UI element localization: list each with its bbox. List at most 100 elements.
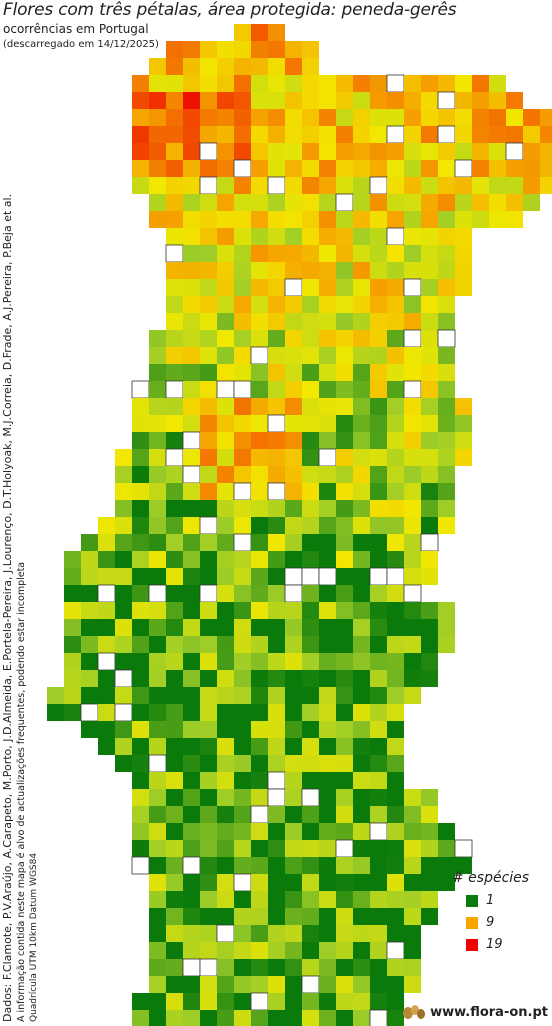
grid-cell [200,687,217,704]
grid-cell [166,432,183,449]
grid-cell [81,721,98,738]
grid-cell [166,279,183,296]
grid-cell [438,602,455,619]
grid-cell [404,942,421,959]
grid-cell [268,296,285,313]
grid-cell [437,125,456,144]
grid-cell [353,143,370,160]
grid-cell [199,958,218,977]
grid-cell [64,687,81,704]
grid-cell [149,1010,166,1026]
grid-cell [336,891,353,908]
grid-cell [217,670,234,687]
grid-cell [421,194,438,211]
grid-cell [182,465,201,484]
grid-cell [387,721,404,738]
grid-cell [387,772,404,789]
grid-cell [200,92,217,109]
grid-cell [115,636,132,653]
grid-cell [319,500,336,517]
grid-cell [149,517,166,534]
grid-cell [149,466,166,483]
grid-cell [199,516,218,535]
grid-cell [319,976,336,993]
grid-cell [353,279,370,296]
grid-cell [387,279,404,296]
grid-cell [421,245,438,262]
grid-cell [370,602,387,619]
grid-cell [387,109,404,126]
grid-cell [47,704,64,721]
grid-cell [336,109,353,126]
grid-cell [200,296,217,313]
grid-cell [302,228,319,245]
grid-cell [149,976,166,993]
grid-cell [370,228,387,245]
grid-cell [64,568,81,585]
grid-cell [506,126,523,143]
grid-cell [132,517,149,534]
grid-cell [404,551,421,568]
grid-cell [336,330,353,347]
grid-cell [387,143,404,160]
grid-cell [370,976,387,993]
flora-on-link[interactable]: www.flora-on.pt [402,1004,548,1020]
grid-cell [302,755,319,772]
grid-cell [251,211,268,228]
grid-cell [387,449,404,466]
grid-cell [302,925,319,942]
grid-cell [353,636,370,653]
grid-cell [319,1010,336,1026]
grid-cell [200,109,217,126]
grid-cell [132,755,149,772]
grid-cell [217,398,234,415]
grid-cell [370,313,387,330]
grid-cell [353,551,370,568]
grid-cell [166,41,183,58]
grid-cell [200,41,217,58]
grid-cell [251,92,268,109]
grid-cell [285,772,302,789]
grid-cell [319,874,336,891]
grid-cell [234,432,251,449]
legend-title: # espécies [452,870,530,886]
grid-cell [319,636,336,653]
grid-cell [336,466,353,483]
grid-cell [302,41,319,58]
grid-cell [132,75,149,92]
grid-cell [438,364,455,381]
grid-cell [183,347,200,364]
grid-cell [149,602,166,619]
grid-cell [353,211,370,228]
grid-cell [302,721,319,738]
grid-cell [370,194,387,211]
grid-cell [421,619,438,636]
grid-cell [234,364,251,381]
grid-cell [217,177,234,194]
grid-cell [370,636,387,653]
grid-cell [268,891,285,908]
grid-cell [149,58,166,75]
grid-cell [421,330,438,347]
grid-cell [200,840,217,857]
grid-cell [353,874,370,891]
grid-cell [319,687,336,704]
grid-cell [183,891,200,908]
grid-cell [268,942,285,959]
grid-cell [353,296,370,313]
grid-cell [251,109,268,126]
grid-cell [404,262,421,279]
grid-cell [353,619,370,636]
grid-cell [506,211,523,228]
grid-cell [64,551,81,568]
grid-cell [353,568,370,585]
grid-cell [268,517,285,534]
grid-cell [166,194,183,211]
grid-cell [251,772,268,789]
grid-cell [319,177,336,194]
grid-cell [336,398,353,415]
grid-cell [234,41,251,58]
grid-cell [234,245,251,262]
grid-cell [268,398,285,415]
grid-cell [115,653,132,670]
